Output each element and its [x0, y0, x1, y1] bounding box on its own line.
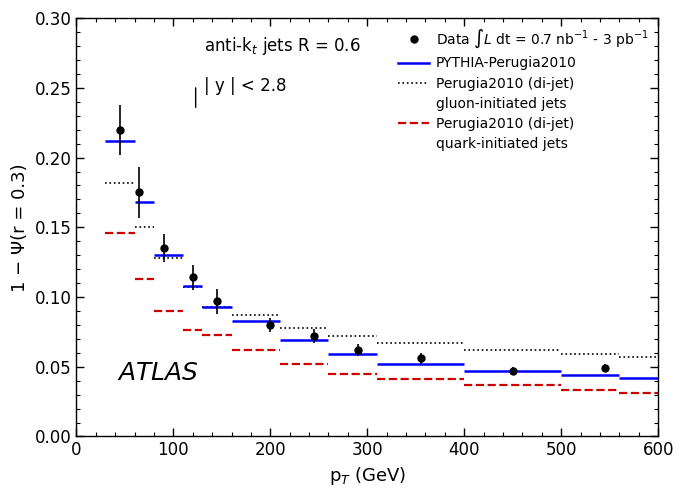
Text: anti-k$_t$ jets R = 0.6: anti-k$_t$ jets R = 0.6: [204, 35, 361, 57]
Text: | y | < 2.8: | y | < 2.8: [204, 77, 287, 95]
Text: $\mathit{ATLAS}$: $\mathit{ATLAS}$: [117, 361, 199, 385]
Y-axis label: 1 − Ψ(r = 0.3): 1 − Ψ(r = 0.3): [11, 163, 29, 292]
Legend: Data $\int L$ dt = 0.7 nb$^{-1}$ - 3 pb$^{-1}$, PYTHIA-Perugia2010, Perugia2010 : Data $\int L$ dt = 0.7 nb$^{-1}$ - 3 pb$…: [395, 25, 651, 154]
X-axis label: p$_{T}$ (GeV): p$_{T}$ (GeV): [329, 465, 406, 487]
